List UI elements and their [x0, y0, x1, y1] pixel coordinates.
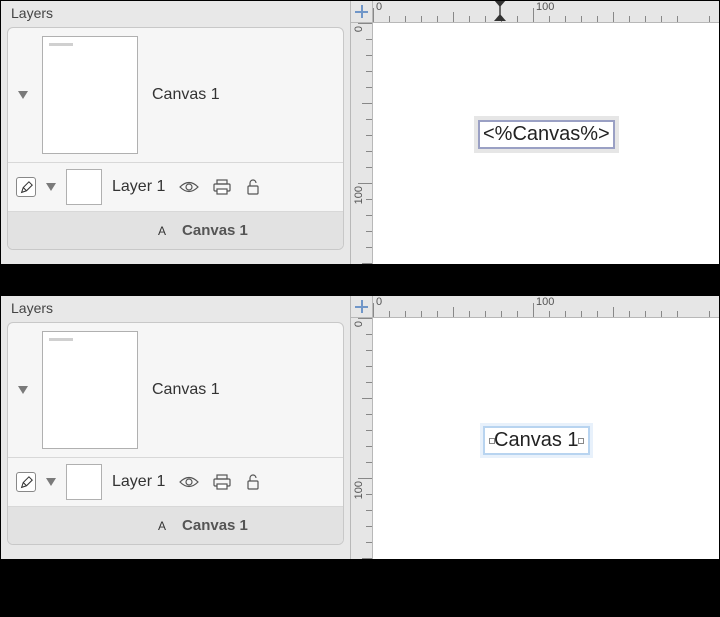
selection-handle-right[interactable] — [578, 438, 584, 444]
layers-panel: Layers Canvas 1 Layer 1 — [1, 1, 351, 264]
panel-bottom: Layers Canvas 1 Layer 1 — [0, 295, 720, 560]
canvas-area: 0100 0100 <%Canvas%> — [351, 1, 719, 264]
object-label: Canvas 1 — [182, 517, 248, 534]
pencil-icon[interactable] — [16, 472, 36, 492]
panel-top: Layers Canvas 1 Layer 1 — [0, 0, 720, 265]
layer-row[interactable]: Layer 1 — [8, 163, 343, 212]
layer-name-label: Layer 1 — [112, 178, 165, 196]
layer-thumbnail[interactable] — [66, 464, 102, 500]
ruler-position-marker[interactable] — [493, 1, 507, 21]
eye-icon[interactable] — [179, 180, 199, 194]
disclosure-triangle-icon[interactable] — [46, 183, 56, 191]
canvas-thumbnail[interactable] — [42, 36, 138, 154]
ruler-horizontal[interactable]: 0100 — [373, 1, 719, 23]
disclosure-triangle-icon[interactable] — [18, 91, 28, 99]
lock-open-icon[interactable] — [245, 179, 261, 195]
disclosure-triangle-icon[interactable] — [46, 478, 56, 486]
layers-list: Canvas 1 Layer 1 A Canvas 1 — [7, 322, 344, 545]
layers-panel-title: Layers — [1, 1, 350, 27]
print-icon[interactable] — [213, 179, 231, 195]
layers-panel: Layers Canvas 1 Layer 1 — [1, 296, 351, 559]
layers-panel-title: Layers — [1, 296, 350, 322]
canvas-name-label: Canvas 1 — [152, 86, 220, 104]
ruler-origin[interactable] — [351, 296, 373, 318]
object-label: Canvas 1 — [182, 222, 248, 239]
ruler-horizontal[interactable]: 0100 — [373, 296, 719, 318]
text-object-type-icon: A — [158, 224, 166, 238]
layer-thumbnail[interactable] — [66, 169, 102, 205]
print-icon[interactable] — [213, 474, 231, 490]
ruler-vertical[interactable]: 0100 — [351, 318, 373, 559]
canvas-row[interactable]: Canvas 1 — [8, 323, 343, 458]
canvas-thumbnail[interactable] — [42, 331, 138, 449]
object-row[interactable]: A Canvas 1 — [8, 507, 343, 544]
pencil-icon[interactable] — [16, 177, 36, 197]
canvas-area: 0100 0100 Canvas 1 — [351, 296, 719, 559]
layer-row[interactable]: Layer 1 — [8, 458, 343, 507]
canvas-name-label: Canvas 1 — [152, 381, 220, 399]
text-object[interactable]: Canvas 1 — [483, 426, 590, 455]
text-object-type-icon: A — [158, 519, 166, 533]
ruler-vertical[interactable]: 0100 — [351, 23, 373, 264]
text-object-content: Canvas 1 — [494, 429, 579, 451]
layer-row-icons — [179, 474, 261, 490]
disclosure-triangle-icon[interactable] — [18, 386, 28, 394]
object-row[interactable]: A Canvas 1 — [8, 212, 343, 249]
layer-name-label: Layer 1 — [112, 473, 165, 491]
ruler-origin[interactable] — [351, 1, 373, 23]
layers-list: Canvas 1 Layer 1 A Canvas 1 — [7, 27, 344, 250]
canvas-row[interactable]: Canvas 1 — [8, 28, 343, 163]
layer-row-icons — [179, 179, 261, 195]
lock-open-icon[interactable] — [245, 474, 261, 490]
eye-icon[interactable] — [179, 475, 199, 489]
canvas-surface[interactable]: <%Canvas%> — [373, 23, 719, 264]
text-object[interactable]: <%Canvas%> — [478, 120, 615, 149]
canvas-surface[interactable]: Canvas 1 — [373, 318, 719, 559]
